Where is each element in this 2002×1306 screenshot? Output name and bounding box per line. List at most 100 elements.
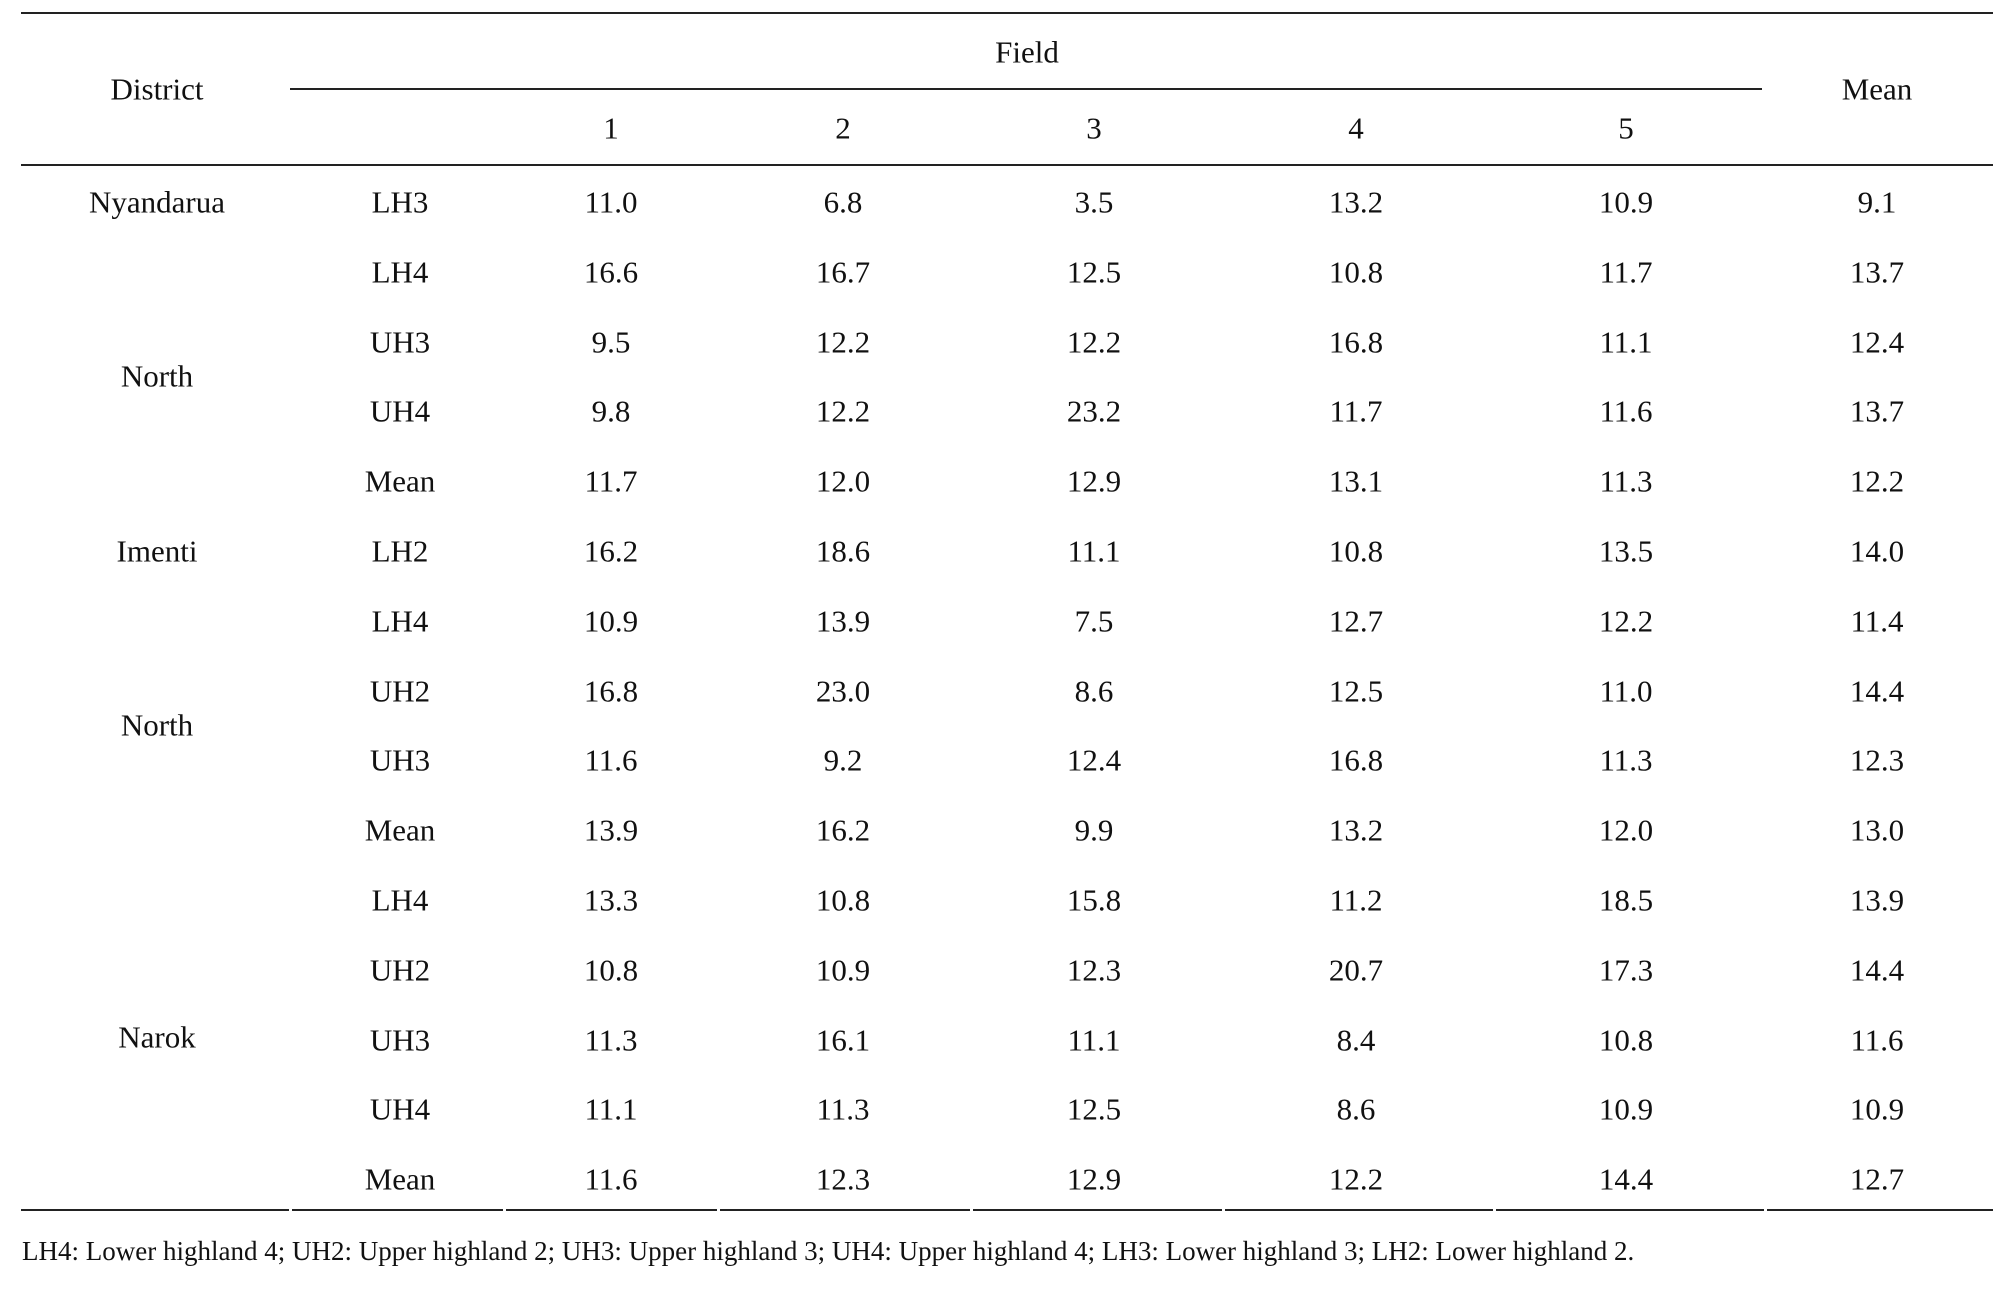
row-mean: 13.7 [1849,254,1905,290]
table-cell: 12.9 [1066,463,1122,499]
table-cell: 16.7 [815,254,871,290]
zone-label: UH3 [369,742,431,778]
table-cell: 12.2 [1066,324,1122,360]
zone-label: Mean [364,812,436,848]
row-mean: 14.0 [1849,533,1905,569]
table-cell: 7.5 [1074,603,1114,639]
table-cell: 9.5 [591,324,631,360]
zone-label: UH2 [369,952,431,988]
table-cell: 10.8 [1598,1022,1654,1058]
table-cell: 13.3 [583,882,639,918]
table-cell: 6.8 [823,184,863,220]
table-cell: 3.5 [1074,184,1114,220]
header-field-number: 3 [1086,110,1102,146]
row-mean: 13.9 [1849,882,1905,918]
table-cell: 13.5 [1598,533,1654,569]
table-cell: 9.8 [591,393,631,429]
table-cell: 13.9 [583,812,639,848]
table-cell: 12.5 [1066,1091,1122,1127]
table-cell: 16.8 [1328,324,1384,360]
table-cell: 9.9 [1074,812,1114,848]
table-cell: 16.1 [815,1022,871,1058]
table-cell: 16.2 [583,533,639,569]
zone-label: LH3 [371,184,429,220]
table-cell: 12.2 [815,324,871,360]
table-cell: 12.0 [1598,812,1654,848]
table-cell: 10.8 [583,952,639,988]
table-cell: 11.1 [1067,533,1121,569]
table-cell: 10.8 [1328,533,1384,569]
table-cell: 10.8 [815,882,871,918]
district-label: Imenti [116,533,198,569]
bottom-rule-segment [506,1209,717,1211]
table-cell: 11.2 [1329,882,1383,918]
zone-label: LH4 [371,603,429,639]
zone-label: UH3 [369,1022,431,1058]
bottom-rule-segment [1225,1209,1493,1211]
row-mean: 12.7 [1849,1161,1905,1197]
table-cell: 12.2 [1328,1161,1384,1197]
table-cell: 11.6 [584,742,638,778]
bottom-rule-segment [292,1209,503,1211]
header-field-number: 1 [603,110,619,146]
table-cell: 12.5 [1066,254,1122,290]
table-cell: 12.3 [815,1161,871,1197]
table-cell: 16.8 [583,673,639,709]
table-cell: 16.8 [1328,742,1384,778]
table-cell: 11.7 [584,463,638,499]
header-mean: Mean [1841,71,1913,107]
zone-label: LH4 [371,882,429,918]
table-cell: 11.1 [1599,324,1653,360]
bottom-rule-segment [1767,1209,1993,1211]
zone-label: UH4 [369,1091,431,1127]
field-rule [290,88,1762,90]
table-cell: 20.7 [1328,952,1384,988]
table-cell: 11.7 [1599,254,1653,290]
table-cell: 17.3 [1598,952,1654,988]
header-district: District [110,71,204,107]
table-cell: 23.2 [1066,393,1122,429]
zone-label: Mean [364,463,436,499]
table-cell: 11.3 [816,1091,870,1127]
table-cell: 11.1 [584,1091,638,1127]
header-field-number: 2 [835,110,851,146]
row-mean: 14.4 [1849,673,1905,709]
zone-label: LH2 [371,533,429,569]
table-cell: 23.0 [815,673,871,709]
table-cell: 11.7 [1329,393,1383,429]
table-cell: 12.7 [1328,603,1384,639]
zone-label: UH4 [369,393,431,429]
row-mean: 9.1 [1857,184,1897,220]
table-cell: 18.5 [1598,882,1654,918]
table-cell: 12.2 [815,393,871,429]
table-cell: 13.2 [1328,184,1384,220]
table-cell: 8.4 [1336,1022,1376,1058]
table-cell: 8.6 [1074,673,1114,709]
table-cell: 11.3 [1599,742,1653,778]
table-cell: 12.0 [815,463,871,499]
header-field-number: 5 [1618,110,1634,146]
district-label: Narok [118,1019,196,1055]
table-cell: 10.9 [1598,1091,1654,1127]
table-cell: 11.3 [584,1022,638,1058]
table-cell: 13.1 [1328,463,1384,499]
district-label: Nyandarua [89,184,225,220]
table-cell: 18.6 [815,533,871,569]
top-rule [21,12,1993,14]
header-rule [21,164,1993,166]
bottom-rule-segment [720,1209,970,1211]
table-cell: 11.0 [584,184,638,220]
table-cell: 10.8 [1328,254,1384,290]
bottom-rule-segment [1496,1209,1764,1211]
table-cell: 10.9 [815,952,871,988]
table-cell: 9.2 [823,742,863,778]
table-cell: 14.4 [1598,1161,1654,1197]
table-cell: 16.2 [815,812,871,848]
table-cell: 12.4 [1066,742,1122,778]
table-cell: 11.6 [1599,393,1653,429]
table-cell: 16.6 [583,254,639,290]
table-cell: 8.6 [1336,1091,1376,1127]
row-mean: 11.4 [1850,603,1904,639]
zone-label: LH4 [371,254,429,290]
header-field-number: 4 [1348,110,1364,146]
